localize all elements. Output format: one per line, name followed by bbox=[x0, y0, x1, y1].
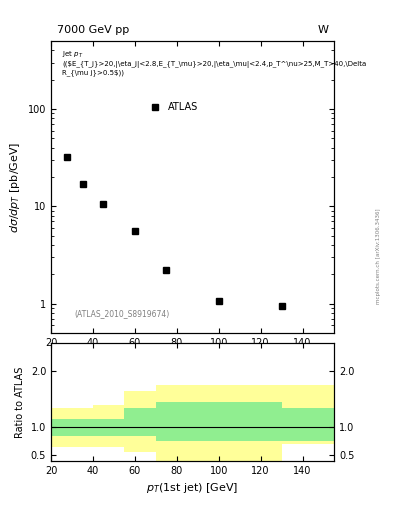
Text: W: W bbox=[318, 25, 329, 35]
Legend: ATLAS: ATLAS bbox=[141, 98, 202, 116]
Y-axis label: $d\sigma/dp_T$ [pb/GeV]: $d\sigma/dp_T$ [pb/GeV] bbox=[8, 141, 22, 232]
Text: Jet $p_T$ (($E_{T_j}>20,|\eta_j|<2.8,E_{T_\mu}>20,|\eta_\mu|<2.4,p_T^\nu>25,M_T>: Jet $p_T$ (($E_{T_j}>20,|\eta_j|<2.8,E_{… bbox=[62, 50, 367, 76]
Text: 7000 GeV pp: 7000 GeV pp bbox=[57, 25, 129, 35]
Y-axis label: Ratio to ATLAS: Ratio to ATLAS bbox=[15, 366, 25, 438]
X-axis label: $p_T$(1st jet) [GeV]: $p_T$(1st jet) [GeV] bbox=[147, 481, 239, 495]
Text: (ATLAS_2010_S8919674): (ATLAS_2010_S8919674) bbox=[74, 309, 169, 318]
Text: mcplots.cern.ch [arXiv:1306.3436]: mcplots.cern.ch [arXiv:1306.3436] bbox=[376, 208, 381, 304]
